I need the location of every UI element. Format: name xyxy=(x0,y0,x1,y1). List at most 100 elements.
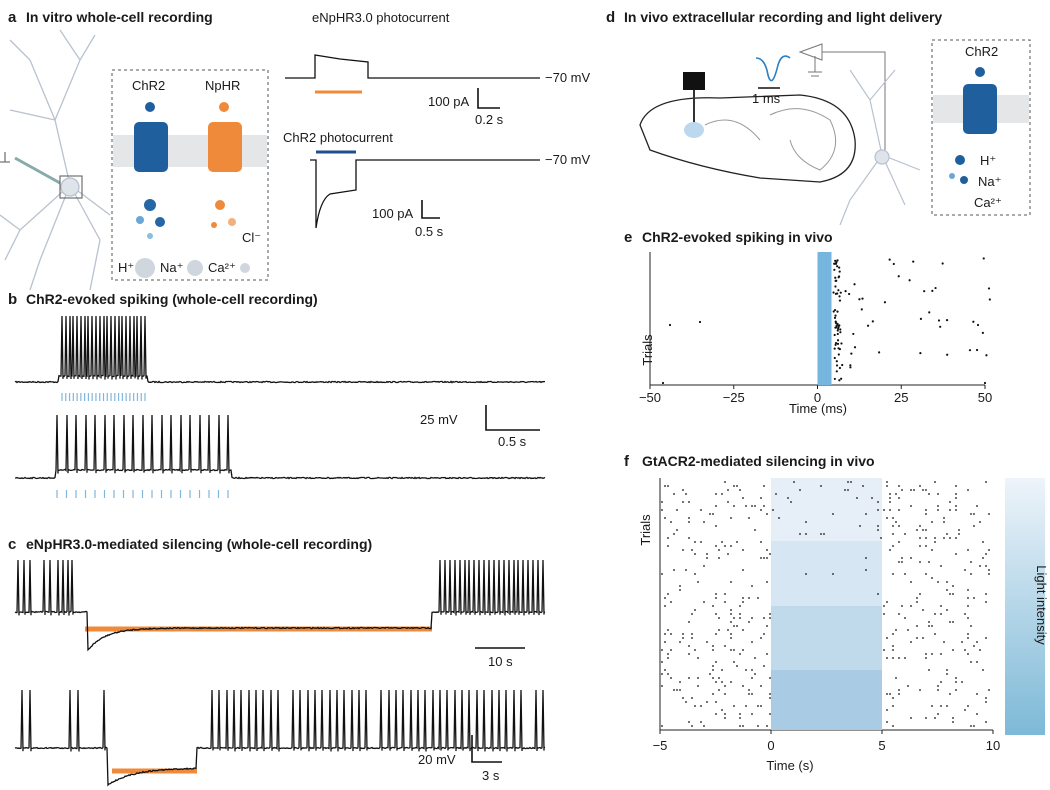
spike-dot xyxy=(919,689,921,691)
spike-dot xyxy=(985,553,987,555)
spike-dot xyxy=(679,585,681,587)
spike-dot xyxy=(757,597,759,599)
spike-dot xyxy=(904,533,906,535)
light-block xyxy=(771,670,882,730)
spike-dot xyxy=(694,609,696,611)
spike-dot xyxy=(667,537,669,539)
drawing-part xyxy=(60,177,80,197)
spike-dot xyxy=(985,701,987,703)
spike-dot xyxy=(664,669,666,671)
opsin-label: NpHR xyxy=(205,78,240,93)
drawing-part xyxy=(14,156,61,185)
light-pulse xyxy=(817,252,832,385)
spike-dot xyxy=(697,657,699,659)
spike-dot xyxy=(975,348,979,352)
spike-dot xyxy=(748,597,750,599)
spike-dot xyxy=(925,489,927,491)
spike-dot xyxy=(833,262,836,265)
spike-dot xyxy=(877,525,879,527)
spike-dot xyxy=(836,339,840,342)
spike-dot xyxy=(937,319,941,322)
scale-label: 100 pA xyxy=(428,94,470,109)
spike-dot xyxy=(661,649,663,651)
panel-label: d xyxy=(606,9,615,26)
spike-dot xyxy=(715,593,717,595)
spike-dot xyxy=(703,725,705,727)
spike-dot xyxy=(763,665,765,667)
spike-dot xyxy=(946,669,948,671)
brain-detail xyxy=(704,119,761,141)
drawing-part xyxy=(949,173,955,179)
spike-dot xyxy=(892,262,895,266)
spike-dot xyxy=(742,649,744,651)
spike-dot xyxy=(685,569,687,571)
spike-dot xyxy=(886,657,888,659)
spike-dot xyxy=(679,681,681,683)
spike-dot xyxy=(946,353,949,356)
spike-dot xyxy=(837,327,840,330)
spike-dot xyxy=(667,673,669,675)
spike-dot xyxy=(718,557,720,559)
spike-dot xyxy=(919,485,921,487)
drawing-part xyxy=(228,218,236,226)
spike-dot xyxy=(769,713,771,715)
spike-dot xyxy=(760,705,762,707)
spike-dot xyxy=(835,279,838,282)
ion-label: H⁺ xyxy=(980,153,996,168)
spike-dot xyxy=(667,657,669,659)
scale-label: 0.5 s xyxy=(415,224,444,239)
spike-dot xyxy=(661,725,663,727)
spike-dot xyxy=(703,521,705,523)
spike-dot xyxy=(727,489,729,491)
spike-dot xyxy=(805,533,807,535)
spike-dot xyxy=(706,557,708,559)
voltage-trace xyxy=(14,414,546,480)
spike-dot xyxy=(837,276,840,279)
spike-dot xyxy=(682,501,684,503)
spike-dot xyxy=(892,725,894,727)
spike-dot xyxy=(877,593,879,595)
spike-dot xyxy=(739,605,741,607)
drawing-part xyxy=(215,200,225,210)
spike-dot xyxy=(844,290,847,293)
spike-dot xyxy=(836,259,839,262)
scale-label: 0.5 s xyxy=(498,434,527,449)
spike-dot xyxy=(889,549,891,551)
spike-dot xyxy=(946,705,948,707)
spike-dot xyxy=(760,509,762,511)
axis-label: Trials xyxy=(638,514,653,546)
ion-label: H⁺ xyxy=(118,260,134,275)
spike-dot xyxy=(688,521,690,523)
spike-dot xyxy=(849,364,852,367)
spike-dot xyxy=(886,637,888,639)
drawing-part xyxy=(963,84,997,134)
spike-dot xyxy=(700,541,702,543)
spike-dot xyxy=(745,669,747,671)
spike-dot xyxy=(892,533,894,535)
spike-dot xyxy=(766,653,768,655)
spike-dot xyxy=(682,549,684,551)
spike-dot xyxy=(715,505,717,507)
spike-dot xyxy=(940,613,942,615)
spike-dot xyxy=(778,517,780,519)
spike-dot xyxy=(970,725,972,727)
drawing-part xyxy=(0,29,111,291)
spike-dot xyxy=(820,533,822,535)
spike-dot xyxy=(805,573,807,575)
spike-dot xyxy=(733,661,735,663)
spike-dot xyxy=(985,601,987,603)
brain-detail xyxy=(769,108,837,171)
spike-dot xyxy=(955,509,957,511)
spike-dot xyxy=(670,521,672,523)
zoom-box xyxy=(931,39,1031,216)
voltage-trace xyxy=(14,689,546,787)
spike-dot xyxy=(919,317,923,320)
spike-dot xyxy=(769,617,771,619)
spike-dot xyxy=(877,529,879,531)
spike-dot xyxy=(934,481,936,483)
scale-bar xyxy=(471,735,502,763)
spike-dot xyxy=(836,292,839,295)
holding-label: −70 mV xyxy=(545,70,590,85)
spike-dot xyxy=(871,497,873,499)
